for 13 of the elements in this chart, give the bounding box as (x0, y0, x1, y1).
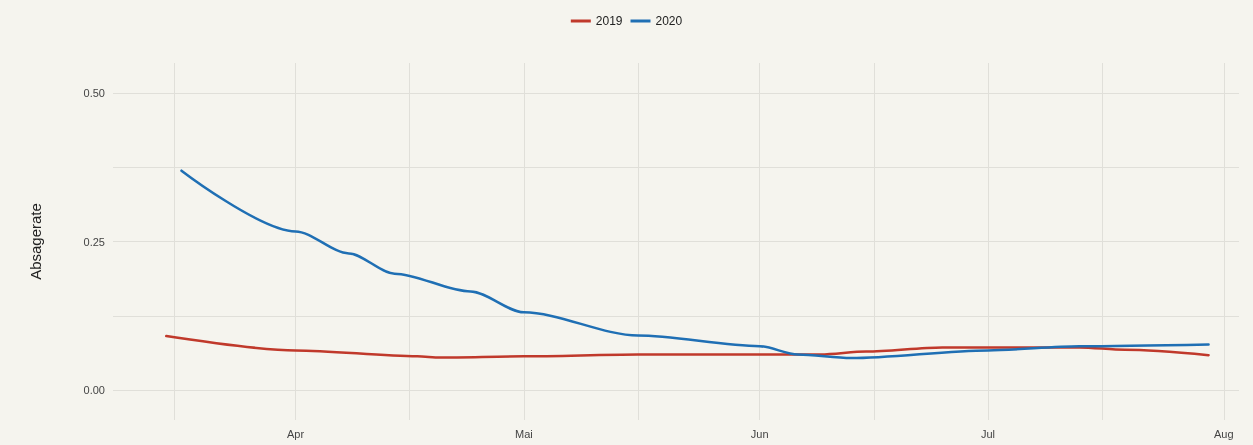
x-tick-label: Apr (287, 427, 305, 440)
y-tick-label: 0.50 (83, 86, 105, 99)
x-tick-label: Jun (750, 427, 769, 440)
x-tick-label: Jul (980, 427, 995, 440)
x-tick-label: Mai (514, 427, 533, 440)
y-tick-label: 0.00 (83, 384, 105, 397)
line-series (165, 334, 1210, 359)
legend-label: 2020 (655, 14, 683, 28)
y-axis-title: Absagerate (27, 203, 44, 280)
legend-label: 2019 (595, 14, 623, 28)
y-tick-label: 0.25 (83, 235, 105, 248)
line-series (180, 169, 1210, 360)
x-tick-label: Aug (1213, 427, 1234, 440)
